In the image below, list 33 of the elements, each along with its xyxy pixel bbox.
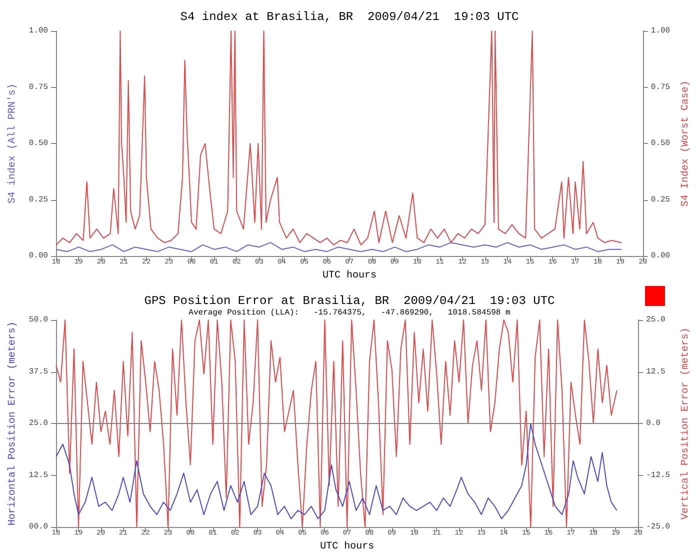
y2-tick-label: -25.0 (646, 522, 670, 532)
line-series (56, 423, 618, 520)
y2-tick-label: 0.00 (650, 252, 670, 261)
line-series (56, 242, 622, 252)
y-tick-label: 0.75 (28, 82, 48, 92)
x-axis-title: UTC hours (320, 540, 374, 552)
chart-title: S4 index at Brasilia, BR 2009/04/21 19:03 UTC (180, 10, 519, 24)
y-tick-label: 0.25 (28, 195, 48, 204)
y2-axis-title: Vertical Position Error (meters) (680, 327, 692, 520)
y-tick-label: 0.50 (28, 139, 48, 148)
y-axis-title: S4 index (All PRN's) (6, 84, 18, 204)
y2-tick-label: 0.50 (650, 139, 670, 148)
x-axis-title: UTC hours (322, 270, 377, 282)
y-tick-label: 0.00 (28, 252, 48, 261)
y2-tick-label: 0.0 (646, 419, 661, 428)
y2-tick-label: 25.0 (646, 316, 666, 324)
y2-tick-label: 0.75 (650, 82, 670, 92)
y-tick-label: 1.00 (28, 26, 48, 36)
line-series (56, 320, 618, 528)
y2-tick-label: 0.25 (650, 195, 670, 204)
y2-axis-title: S4 Index (Worst Case) (680, 80, 692, 207)
y-tick-label: 37.5 (28, 367, 48, 376)
y-tick-label: 25.0 (28, 419, 48, 428)
y-tick-label: 00.0 (28, 522, 48, 532)
line-series (56, 30, 622, 246)
y-axis-title: Horizontal Position Error (meters) (6, 321, 18, 526)
y2-tick-label: -12.5 (646, 470, 670, 480)
y2-tick-label: 1.00 (650, 26, 670, 36)
y-tick-label: 50.0 (28, 316, 48, 324)
y-tick-label: 12.5 (28, 470, 48, 480)
chart-title: GPS Position Error at Brasilia, BR 2009/04/21 19:03 UTC (144, 294, 555, 308)
chart-subtitle: Average Position (LLA): -15.764375, -47.869290, 1018.584598 m (188, 308, 511, 318)
y2-tick-label: 12.5 (646, 367, 666, 376)
